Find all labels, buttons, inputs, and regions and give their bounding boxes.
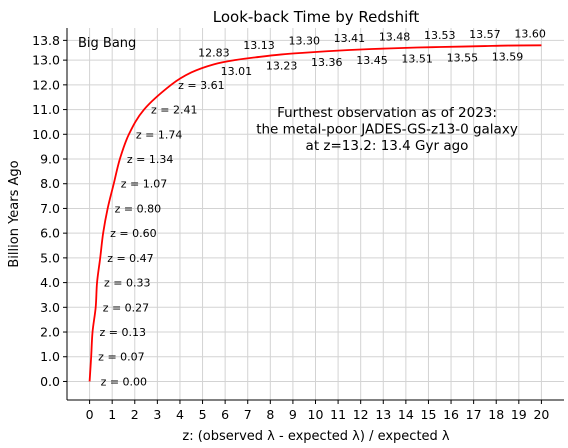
x-tick-label: 19 (511, 407, 527, 422)
data-label-age: 13.41 (334, 32, 366, 45)
y-tick-label: 1.0 (40, 349, 60, 364)
corner-note: Big Bang (78, 36, 136, 51)
y-tick-label: 11.0 (32, 102, 60, 117)
y-tick-label: 5.0 (40, 250, 60, 265)
x-tick-label: 13 (375, 407, 391, 422)
grid (67, 28, 564, 400)
x-ticks: 0 1 2 3 4 5 6 7 8 9 10 11 12 13 14 15 16 17 18 19 20 (86, 400, 549, 422)
x-tick-label: 16 (443, 407, 459, 422)
data-label-age: 13.59 (492, 51, 524, 64)
data-label-age: 13.48 (379, 30, 411, 43)
y-tick-label: 12.0 (32, 77, 60, 92)
y-tick-label: 7.0 (40, 201, 60, 216)
data-label-z: z = 0.60 (110, 227, 156, 240)
data-label-age: 13.30 (288, 35, 320, 48)
y-tick-label: 2.0 (40, 325, 60, 340)
data-label-age: 13.45 (356, 54, 388, 67)
data-label-z: z = 2.41 (151, 104, 197, 117)
series-line (88, 44, 542, 382)
y-axis-label: Billion Years Ago (7, 160, 22, 267)
data-label-age: 13.13 (243, 39, 275, 52)
data-label-age: 13.60 (514, 27, 546, 40)
y-tick-label: 0.0 (40, 374, 60, 389)
data-label-z: z = 0.00 (101, 375, 147, 388)
x-tick-label: 12 (353, 407, 369, 422)
annotation-line: at z=13.2: 13.4 Gyr ago (306, 138, 469, 154)
data-label-age: 13.01 (221, 65, 253, 78)
x-tick-label: 8 (266, 407, 274, 422)
data-label-z: z = 1.74 (136, 128, 182, 141)
y-tick-label: 6.0 (40, 226, 60, 241)
data-label-z: z = 3.61 (178, 79, 224, 92)
y-tick-label: 4.0 (40, 275, 60, 290)
x-tick-label: 11 (330, 407, 346, 422)
y-tick-label: 9.0 (40, 152, 60, 167)
x-tick-label: 18 (488, 407, 504, 422)
x-tick-label: 0 (86, 407, 94, 422)
data-label-z: z = 0.13 (100, 326, 146, 339)
x-tick-label: 3 (153, 407, 161, 422)
data-label-z: z = 1.34 (127, 153, 173, 166)
data-label-age: 13.36 (311, 56, 343, 69)
x-tick-label: 4 (176, 407, 184, 422)
x-tick-label: 2 (131, 407, 139, 422)
x-tick-label: 20 (533, 407, 549, 422)
y-tick-label: 8.0 (40, 176, 60, 191)
data-label-age: 13.55 (447, 52, 479, 65)
plot-area: Big Bang Furthest observation as of 2023… (78, 27, 546, 388)
x-axis-label: z: (observed λ - expected λ) / expected … (182, 429, 450, 444)
data-label-age: 13.57 (469, 28, 501, 41)
annotation: Furthest observation as of 2023:the meta… (256, 105, 518, 154)
data-label-z: z = 0.80 (115, 202, 161, 215)
data-label-z: z = 0.33 (104, 277, 150, 290)
x-tick-label: 15 (421, 407, 437, 422)
annotation-line: the metal-poor JADES-GS-z13-0 galaxy (256, 122, 518, 138)
data-label-z: z = 1.07 (121, 178, 167, 191)
y-ticks: 0.0 1.0 2.0 3.0 4.0 5.0 6.0 7.0 8.0 9.0 10.0 11.0 12… (32, 33, 67, 389)
data-label-age: 13.23 (266, 59, 298, 72)
x-tick-label: 1 (108, 407, 116, 422)
data-label-z: z = 0.47 (107, 252, 153, 265)
x-tick-label: 6 (221, 407, 229, 422)
chart-title: Look-back Time by Redshift (213, 8, 420, 26)
data-label-age: 12.83 (198, 46, 230, 59)
x-tick-label: 5 (199, 407, 207, 422)
x-tick-label: 17 (466, 407, 482, 422)
x-tick-label: 9 (289, 407, 297, 422)
data-labels: z = 0.00 z = 0.07 z = 0.13 z = 0.27 z = 0.33… (98, 27, 546, 388)
data-label-z: z = 0.27 (103, 301, 149, 314)
x-tick-label: 14 (398, 407, 414, 422)
data-label-age: 13.51 (401, 53, 433, 66)
x-tick-label: 7 (244, 407, 252, 422)
y-tick-label: 10.0 (32, 127, 60, 142)
data-label-z: z = 0.07 (98, 351, 144, 364)
x-tick-label: 10 (308, 407, 324, 422)
annotation-line: Furthest observation as of 2023: (277, 105, 497, 121)
y-tick-label: 13.0 (32, 53, 60, 68)
axes: 0 1 2 3 4 5 6 7 8 9 10 11 12 13 14 15 16 17 18 19 20 0.01.02… (32, 28, 564, 422)
data-label-age: 13.53 (424, 29, 456, 42)
y-tick-label: 13.8 (32, 33, 60, 48)
y-tick-label: 3.0 (40, 300, 60, 315)
